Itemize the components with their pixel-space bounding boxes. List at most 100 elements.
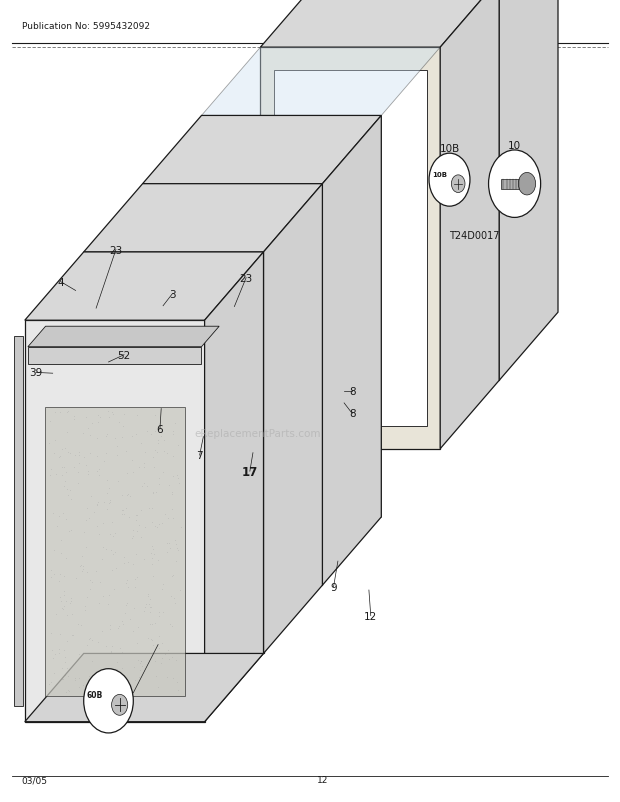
Point [128, 558, 138, 571]
Point [166, 589, 176, 602]
Text: GLGF388D: GLGF388D [296, 22, 348, 31]
Point [144, 501, 154, 514]
Point [171, 538, 181, 551]
Point [148, 543, 157, 556]
Text: Publication No: 5995432092: Publication No: 5995432092 [22, 22, 149, 30]
Point [148, 487, 158, 500]
Point [146, 547, 156, 560]
Polygon shape [143, 184, 322, 585]
Point [141, 446, 151, 459]
Point [45, 468, 55, 481]
Point [110, 527, 120, 540]
Point [86, 583, 95, 596]
Point [110, 546, 120, 559]
Point [102, 640, 112, 653]
Point [107, 640, 117, 653]
Point [99, 496, 108, 509]
Point [140, 601, 150, 614]
Point [148, 558, 157, 571]
Point [81, 514, 91, 527]
Text: eReplacementParts.com: eReplacementParts.com [194, 428, 321, 438]
Point [66, 595, 76, 608]
Polygon shape [95, 270, 252, 636]
Point [107, 564, 117, 577]
Point [135, 461, 144, 474]
Point [166, 618, 175, 630]
Point [144, 597, 154, 610]
Text: 4: 4 [58, 277, 64, 287]
Text: 9: 9 [330, 582, 337, 592]
Point [91, 565, 101, 577]
Point [148, 570, 157, 583]
Point [68, 629, 78, 642]
Point [122, 467, 131, 480]
Point [81, 600, 91, 613]
Text: 60B: 60B [87, 690, 103, 699]
Point [147, 552, 157, 565]
Point [122, 686, 132, 699]
Point [167, 651, 177, 664]
Point [121, 577, 131, 589]
Point [69, 414, 79, 427]
Point [60, 476, 70, 488]
Point [145, 602, 155, 614]
Point [74, 447, 84, 460]
Point [149, 549, 159, 561]
Point [170, 534, 180, 547]
Point [48, 666, 58, 679]
Point [130, 573, 140, 586]
Point [45, 678, 55, 691]
Point [94, 597, 104, 610]
Point [58, 602, 68, 615]
Point [97, 553, 107, 565]
Point [65, 484, 75, 497]
Circle shape [84, 669, 133, 733]
Polygon shape [167, 405, 298, 545]
Point [74, 648, 84, 661]
Point [171, 654, 181, 667]
Point [47, 644, 57, 657]
Point [57, 602, 67, 614]
Point [46, 571, 56, 584]
Point [59, 569, 69, 582]
Point [93, 496, 103, 508]
Point [168, 512, 178, 525]
Point [105, 619, 115, 632]
Text: 12: 12 [364, 611, 378, 621]
Point [170, 418, 180, 431]
Point [172, 469, 182, 482]
Point [54, 451, 64, 464]
Point [74, 457, 84, 470]
Point [50, 406, 60, 419]
Point [157, 652, 167, 665]
Point [136, 437, 146, 450]
Point [82, 639, 92, 652]
Point [98, 541, 108, 554]
Point [69, 410, 79, 423]
Point [85, 574, 95, 587]
Point [79, 526, 89, 539]
Point [115, 416, 125, 429]
Point [67, 629, 77, 642]
Point [77, 550, 87, 563]
Point [152, 446, 162, 459]
Point [162, 545, 172, 558]
Point [81, 411, 91, 424]
Point [55, 647, 64, 660]
Point [169, 592, 179, 605]
Point [157, 637, 167, 650]
Point [123, 684, 133, 697]
Polygon shape [202, 116, 381, 517]
Point [60, 599, 69, 612]
Point [160, 648, 170, 661]
Text: 10B: 10B [440, 144, 459, 153]
Text: 52: 52 [117, 350, 131, 360]
Point [81, 459, 91, 472]
Text: 39: 39 [29, 368, 43, 378]
Point [62, 484, 72, 496]
Point [50, 568, 60, 581]
Point [63, 488, 73, 501]
Point [106, 646, 116, 658]
Text: 7: 7 [197, 451, 203, 460]
Point [143, 588, 153, 601]
